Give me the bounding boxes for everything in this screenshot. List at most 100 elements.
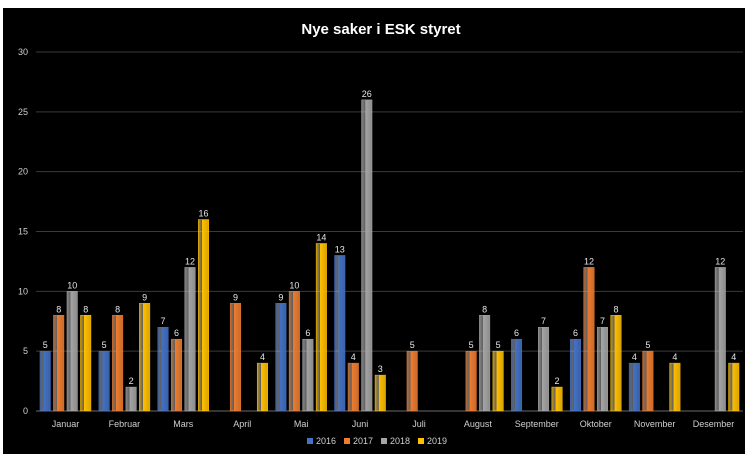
bar <box>39 350 51 412</box>
data-label: 3 <box>378 364 383 374</box>
data-label: 7 <box>600 316 605 326</box>
legend-item: 2017 <box>344 436 373 446</box>
data-label: 10 <box>289 280 299 290</box>
legend-label: 2018 <box>390 436 410 446</box>
legend-item: 2018 <box>381 436 410 446</box>
data-label: 6 <box>305 328 310 338</box>
bar <box>315 243 327 412</box>
y-tick-label: 25 <box>18 107 28 117</box>
data-label: 4 <box>260 352 265 362</box>
data-label: 7 <box>541 316 546 326</box>
bar <box>302 338 314 412</box>
bar <box>229 303 241 412</box>
data-label: 2 <box>555 376 560 386</box>
bar <box>112 315 124 412</box>
gridlines <box>36 51 743 412</box>
data-label: 4 <box>672 352 677 362</box>
bar <box>256 362 268 412</box>
legend-item: 2016 <box>307 436 336 446</box>
legend-swatch <box>418 438 424 444</box>
data-label: 5 <box>410 340 415 350</box>
data-label: 12 <box>715 256 725 266</box>
bar <box>669 362 681 412</box>
bar <box>184 267 196 412</box>
legend: 2016 2017 2018 2019 <box>307 436 447 446</box>
bar <box>171 338 183 412</box>
data-label: 10 <box>67 280 77 290</box>
x-tick-label: Mars <box>173 419 193 429</box>
data-label: 9 <box>278 292 283 302</box>
data-label: 5 <box>496 340 501 350</box>
bar <box>139 303 151 412</box>
legend-item: 2019 <box>418 436 447 446</box>
bar <box>275 303 287 412</box>
bar <box>628 362 640 412</box>
data-label: 12 <box>185 256 195 266</box>
x-axis-ticks: Januar Februar Mars April Mai Juni Juli August S… <box>52 419 735 429</box>
bar <box>511 338 523 412</box>
bar <box>538 326 550 412</box>
data-label: 6 <box>573 328 578 338</box>
bar <box>53 315 65 412</box>
x-tick-label: Juni <box>352 419 369 429</box>
x-tick-label: November <box>634 419 676 429</box>
data-label: 9 <box>142 292 147 302</box>
y-axis-ticks: 0 5 10 15 20 25 30 <box>18 47 28 416</box>
y-tick-label: 10 <box>18 286 28 296</box>
data-label: 4 <box>351 352 356 362</box>
legend-swatch <box>307 438 313 444</box>
y-tick-label: 20 <box>18 167 28 177</box>
data-label: 5 <box>43 340 48 350</box>
bar <box>125 386 137 412</box>
data-label: 5 <box>645 340 650 350</box>
legend-label: 2017 <box>353 436 373 446</box>
bar <box>334 255 346 412</box>
x-tick-label: Mai <box>294 419 309 429</box>
data-label: 2 <box>129 376 134 386</box>
bar <box>569 338 581 412</box>
x-tick-label: Desember <box>693 419 735 429</box>
bar <box>479 315 491 412</box>
chart-area: Nye saker i ESK styret 0 5 10 15 20 25 30 5 8 10… <box>3 8 745 454</box>
y-tick-label: 15 <box>18 227 28 237</box>
data-label: 13 <box>335 244 345 254</box>
bars <box>39 99 740 412</box>
data-label: 4 <box>632 352 637 362</box>
bar <box>66 291 78 412</box>
data-label: 4 <box>731 352 736 362</box>
bar <box>728 362 740 412</box>
x-tick-label: Oktober <box>580 419 612 429</box>
y-tick-label: 0 <box>23 406 28 416</box>
x-tick-label: April <box>233 419 251 429</box>
data-label: 16 <box>199 209 209 219</box>
legend-swatch <box>381 438 387 444</box>
data-label: 8 <box>56 304 61 314</box>
bar <box>374 374 386 412</box>
x-tick-label: Juli <box>412 419 426 429</box>
data-label: 8 <box>482 304 487 314</box>
data-label: 6 <box>174 328 179 338</box>
bar <box>596 326 608 412</box>
bar <box>492 350 504 412</box>
bar <box>465 350 477 412</box>
bar <box>714 267 726 412</box>
data-label: 8 <box>83 304 88 314</box>
legend-label: 2019 <box>427 436 447 446</box>
bar <box>347 362 359 412</box>
data-label: 8 <box>115 304 120 314</box>
y-tick-label: 5 <box>23 346 28 356</box>
y-tick-label: 30 <box>18 47 28 57</box>
data-label: 8 <box>613 304 618 314</box>
bar <box>610 315 622 412</box>
legend-swatch <box>344 438 350 444</box>
x-tick-label: September <box>515 419 559 429</box>
x-tick-label: Februar <box>109 419 141 429</box>
bar <box>157 326 169 412</box>
bar <box>80 315 92 412</box>
bar <box>98 350 110 412</box>
x-tick-label: Januar <box>52 419 80 429</box>
data-label: 6 <box>514 328 519 338</box>
bar <box>288 291 300 412</box>
